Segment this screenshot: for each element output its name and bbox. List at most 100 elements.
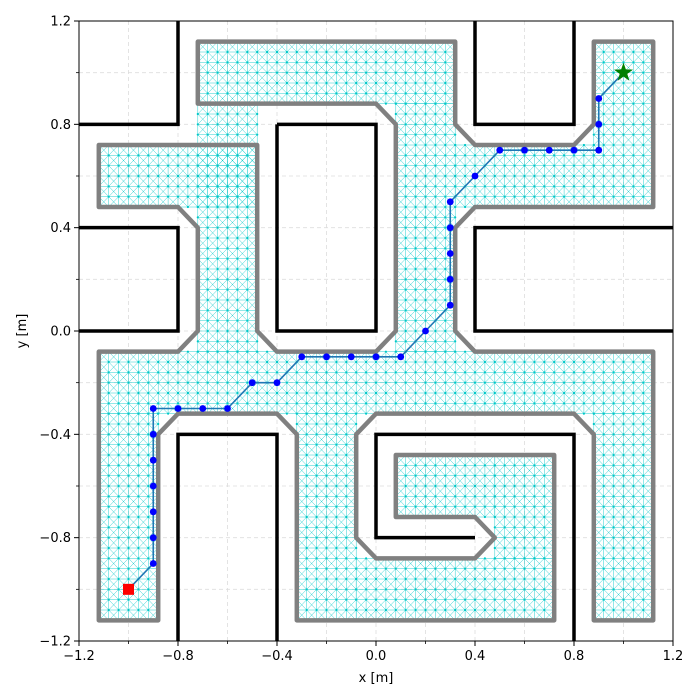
mesh-node bbox=[335, 412, 338, 415]
mesh-node bbox=[365, 92, 368, 95]
mesh-node bbox=[543, 464, 546, 467]
mesh-node bbox=[236, 257, 239, 260]
mesh-node bbox=[295, 50, 298, 54]
mesh-node bbox=[563, 381, 566, 384]
mesh-node bbox=[503, 598, 506, 601]
mesh-node bbox=[563, 391, 566, 395]
mesh-node bbox=[473, 484, 477, 488]
mesh-node bbox=[117, 495, 120, 498]
mesh-node bbox=[305, 433, 308, 436]
mesh-node bbox=[473, 608, 477, 612]
mesh-node bbox=[335, 92, 338, 95]
mesh-node bbox=[513, 371, 516, 374]
mesh-node bbox=[335, 371, 338, 374]
mesh-node bbox=[404, 505, 407, 508]
mesh-node bbox=[602, 381, 605, 384]
mesh-node bbox=[424, 102, 427, 105]
mesh-node bbox=[117, 371, 120, 374]
mesh-node bbox=[523, 588, 526, 591]
path-waypoint bbox=[446, 301, 454, 309]
mesh-node bbox=[513, 391, 516, 395]
mesh-node bbox=[572, 164, 576, 167]
mesh-node bbox=[137, 164, 140, 167]
mesh-node bbox=[147, 174, 150, 178]
mesh-node bbox=[226, 81, 229, 85]
mesh-node bbox=[226, 340, 229, 343]
mesh-node bbox=[246, 50, 249, 54]
mesh-node bbox=[424, 61, 427, 64]
mesh-node bbox=[295, 381, 298, 384]
mesh-node bbox=[206, 164, 209, 167]
mesh-region bbox=[196, 40, 457, 105]
mesh-node bbox=[117, 443, 120, 446]
mesh-node bbox=[533, 526, 536, 529]
mesh-node bbox=[483, 185, 486, 188]
mesh-node bbox=[384, 608, 387, 612]
mesh-node bbox=[107, 495, 110, 498]
mesh-node bbox=[117, 474, 120, 477]
mesh-node bbox=[503, 360, 506, 364]
mesh-node bbox=[355, 61, 358, 64]
mesh-node bbox=[464, 195, 467, 198]
mesh-node bbox=[325, 464, 328, 467]
mesh-node bbox=[374, 588, 378, 591]
mesh-node bbox=[483, 484, 486, 488]
mesh-node bbox=[493, 464, 496, 467]
mesh-node bbox=[206, 226, 209, 229]
mesh-node bbox=[137, 484, 140, 488]
mesh-node bbox=[523, 567, 526, 570]
mesh-node bbox=[335, 567, 338, 570]
mesh-node bbox=[414, 309, 417, 312]
mesh-node bbox=[355, 577, 358, 581]
mesh-node bbox=[246, 298, 249, 302]
mesh-node bbox=[246, 319, 249, 322]
planned-path bbox=[127, 72, 625, 590]
mesh-node bbox=[572, 185, 576, 188]
mesh-node bbox=[414, 588, 417, 591]
mesh-node bbox=[632, 371, 635, 374]
path-waypoint bbox=[446, 224, 454, 232]
mesh-node bbox=[285, 71, 288, 74]
mesh-node bbox=[137, 546, 140, 550]
mesh-node bbox=[206, 133, 209, 136]
mesh-node bbox=[226, 164, 229, 167]
mesh-node bbox=[335, 474, 338, 477]
mesh-node bbox=[612, 588, 615, 591]
mesh-node bbox=[305, 61, 308, 64]
mesh-node bbox=[473, 185, 477, 188]
mesh-node bbox=[454, 360, 457, 364]
mesh-node bbox=[206, 267, 209, 271]
mesh-node bbox=[107, 422, 110, 426]
mesh-node bbox=[394, 391, 397, 395]
mesh-node bbox=[622, 495, 625, 498]
mesh-node bbox=[206, 402, 209, 405]
mesh-node bbox=[157, 412, 160, 415]
mesh-node bbox=[553, 360, 556, 364]
mesh-node bbox=[582, 402, 586, 405]
mesh-node bbox=[602, 526, 605, 529]
path-waypoint bbox=[595, 120, 603, 128]
mesh-node bbox=[483, 557, 486, 560]
mesh-node bbox=[424, 350, 427, 353]
mesh-node bbox=[206, 154, 209, 157]
mesh-node bbox=[325, 50, 328, 54]
mesh-node bbox=[127, 526, 130, 529]
mesh-node bbox=[137, 464, 140, 467]
mesh-node bbox=[394, 71, 397, 74]
mesh-node bbox=[592, 371, 595, 374]
mesh-node bbox=[454, 577, 457, 581]
mesh-node bbox=[622, 526, 625, 529]
mesh-node bbox=[632, 588, 635, 591]
mesh-node bbox=[434, 174, 437, 178]
mesh-node bbox=[414, 495, 417, 498]
mesh-node bbox=[414, 164, 417, 167]
mesh-node bbox=[632, 50, 635, 54]
mesh-node bbox=[424, 133, 427, 136]
mesh-node bbox=[236, 71, 239, 74]
mesh-node bbox=[256, 71, 259, 74]
mesh-node bbox=[147, 577, 150, 581]
mesh-node bbox=[404, 81, 407, 85]
path-waypoint bbox=[521, 146, 528, 154]
mesh-node bbox=[117, 608, 120, 612]
mesh-node bbox=[117, 464, 120, 467]
